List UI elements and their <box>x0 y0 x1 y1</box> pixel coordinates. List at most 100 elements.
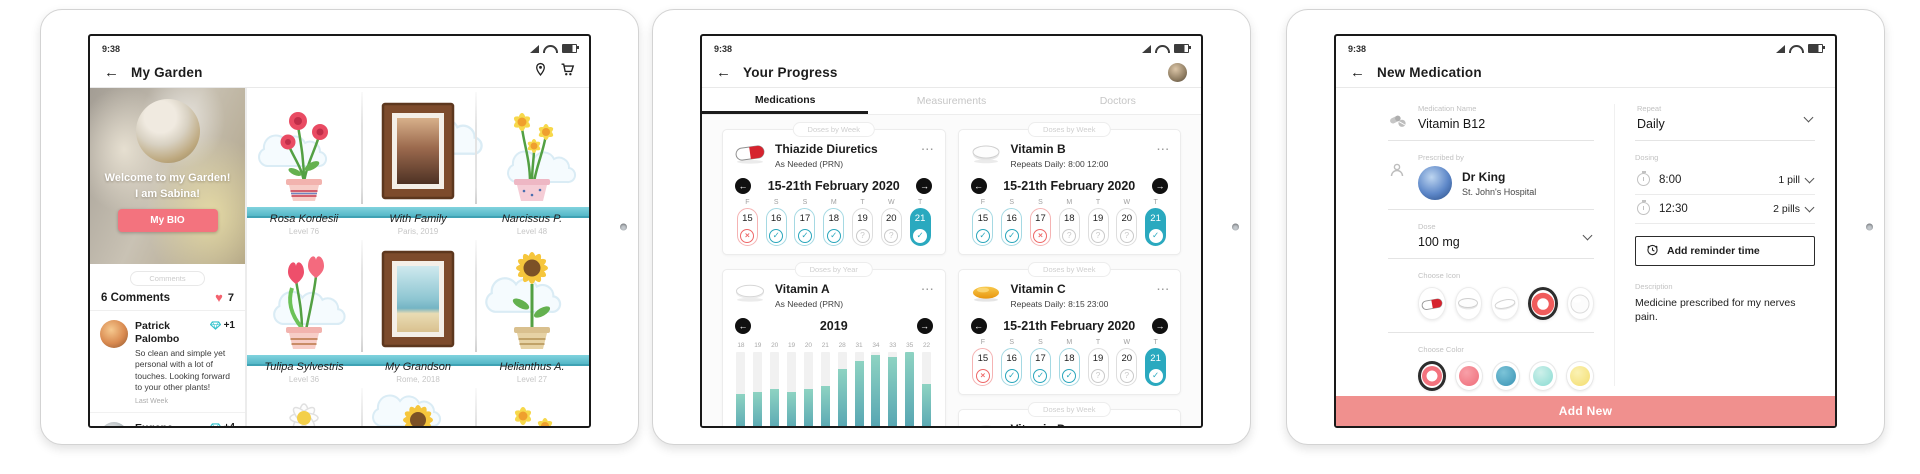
card-period: 2019 <box>819 319 848 333</box>
add-new-button[interactable]: Add New <box>1336 396 1835 426</box>
tab[interactable]: Measurements <box>916 95 987 107</box>
welcome-line-2: I am Sabina! <box>135 188 200 200</box>
round-tablet-option-icon[interactable] <box>1454 287 1482 320</box>
date-capsule[interactable]: 17 <box>791 208 820 246</box>
dose-amount-select[interactable]: 2 pills <box>1773 203 1815 215</box>
dose-time-row[interactable]: 12:30 2 pills <box>1635 195 1815 224</box>
date-capsule[interactable]: 15 <box>969 348 998 386</box>
date-capsule[interactable]: 18 <box>1055 208 1084 246</box>
capsule-option-icon[interactable] <box>1418 287 1446 320</box>
date-capsule[interactable]: 15 <box>969 208 998 246</box>
sunflower-plant-icon[interactable]: Helianthus A. Level 27 <box>475 236 589 384</box>
card-menu-button[interactable]: ... <box>921 142 935 153</box>
card-subtitle: Repeats Daily: 8:15 23:00 <box>1010 299 1109 309</box>
tab[interactable]: Doctors <box>1099 95 1136 107</box>
profile-avatar[interactable] <box>135 99 200 163</box>
medication-cards-area: Doses by Week Thiazide Diuretics As Need… <box>702 115 1201 426</box>
back-button[interactable]: ← <box>1350 63 1365 81</box>
comment-item: Eugene Dobrovolsky +4 Your work is inspi… <box>90 413 245 426</box>
card-menu-button[interactable]: ... <box>921 282 935 293</box>
prev-week-button[interactable]: ← <box>970 318 987 334</box>
date-capsule[interactable]: 20 <box>1112 348 1141 386</box>
prescribed-by-field[interactable]: Prescribed by Dr King St. John's Hospita… <box>1388 153 1594 210</box>
doctor-avatar[interactable] <box>1418 166 1452 200</box>
dose-field[interactable]: Dose 100 mg <box>1388 222 1594 259</box>
date-capsule[interactable]: 19 <box>1084 348 1113 386</box>
next-week-button[interactable]: → <box>916 178 933 194</box>
daisy-plant-icon[interactable] <box>247 384 361 426</box>
card-badge: Doses by Week <box>1028 402 1111 417</box>
date-capsule[interactable]: 17 <box>1026 208 1055 246</box>
next-week-button[interactable]: → <box>1151 178 1168 194</box>
cart-icon[interactable] <box>560 62 575 82</box>
date-capsule[interactable]: 16 <box>997 208 1026 246</box>
date-capsule[interactable]: 16 <box>762 208 791 246</box>
day-label: M <box>830 199 837 206</box>
date-capsule[interactable]: 18 <box>819 208 848 246</box>
card-menu-button[interactable]: ... <box>1157 282 1170 293</box>
color-teal-icon[interactable] <box>1492 361 1521 391</box>
tulip-plant-icon[interactable]: Tulipa Sylvestris Level 36 <box>247 236 361 384</box>
date-capsule[interactable]: 18 <box>1055 348 1084 386</box>
location-pin-icon[interactable] <box>534 62 547 82</box>
user-avatar[interactable] <box>1168 62 1187 82</box>
gem-count: +1 <box>209 320 235 331</box>
color-coral-icon[interactable] <box>1455 361 1484 391</box>
shelf-item-sublabel: Paris, 2019 <box>397 227 439 236</box>
date-capsule[interactable]: 19 <box>1084 208 1113 246</box>
date-capsule[interactable]: 19 <box>848 208 877 246</box>
back-button[interactable]: ← <box>716 63 731 81</box>
profile-panel: Welcome to my Garden! I am Sabina! My BI… <box>90 88 247 426</box>
dose-amount-select[interactable]: 1 pill <box>1778 174 1815 186</box>
sunflower-plant-icon[interactable] <box>361 384 475 426</box>
dose-status-icon <box>797 229 812 243</box>
color-aqua-icon[interactable] <box>1529 361 1558 391</box>
card-menu-button[interactable]: ... <box>1157 142 1170 153</box>
day-label: T <box>860 199 865 206</box>
dose-time-row[interactable]: 8:00 1 pill <box>1635 166 1815 195</box>
garden-shelves-panel: Rosa Kordesii Level 76 <box>247 88 589 426</box>
daffodil-plant-icon[interactable]: Narcissus P. Level 48 <box>475 88 589 236</box>
back-button[interactable]: ← <box>104 63 119 81</box>
tab[interactable]: Medications <box>702 88 869 114</box>
avatar-patrick-icon[interactable] <box>100 320 128 348</box>
date-capsule[interactable]: 15 <box>733 208 762 246</box>
medication-name-field[interactable]: Medication Name Vitamin B12 <box>1388 104 1594 141</box>
dose-status-icon <box>884 229 899 243</box>
date-capsule[interactable]: 21 <box>1141 348 1170 386</box>
prev-week-button[interactable]: ← <box>970 178 987 194</box>
avatar-eugene-icon[interactable] <box>100 422 128 426</box>
my-bio-button[interactable]: My BIO <box>117 209 218 232</box>
card-menu-button[interactable]: ... <box>1157 422 1170 426</box>
likes-counter[interactable]: ♥ 7 <box>215 291 234 304</box>
photo-frame-beach-icon[interactable]: My Grandson Rome, 2018 <box>361 236 475 384</box>
photo-frame-family-icon[interactable]: With Family Paris, 2019 <box>361 88 475 236</box>
date-capsule[interactable]: 17 <box>1026 348 1055 386</box>
signal-icon <box>530 45 539 53</box>
heart-icon: ♥ <box>215 290 223 305</box>
date-capsule[interactable]: 20 <box>1112 208 1141 246</box>
date-capsule[interactable]: 21 <box>906 208 935 246</box>
oval-tablet-option-icon[interactable] <box>1491 287 1519 320</box>
battery-icon <box>1174 44 1191 53</box>
date-capsule[interactable]: 20 <box>877 208 906 246</box>
date-number: 19 <box>857 213 868 224</box>
red-circle-pill-option-icon[interactable] <box>1527 287 1558 320</box>
date-capsule[interactable]: 16 <box>997 348 1026 386</box>
date-capsule[interactable]: 21 <box>1141 208 1170 246</box>
prev-week-button[interactable]: ← <box>735 178 751 194</box>
next-week-button[interactable]: → <box>1151 318 1168 334</box>
color-white-red-ring-icon[interactable] <box>1418 361 1447 391</box>
color-yellow-icon[interactable] <box>1566 361 1594 391</box>
rose-plant-icon[interactable]: Rosa Kordesii Level 76 <box>247 88 361 236</box>
divider <box>474 240 477 352</box>
card-badge: Doses by Year <box>794 262 873 277</box>
white-circle-pill-option-icon[interactable] <box>1566 287 1594 320</box>
next-year-button[interactable]: → <box>916 318 933 334</box>
date-number: 19 <box>1092 353 1104 364</box>
prev-year-button[interactable]: ← <box>735 318 751 334</box>
repeat-field[interactable]: Repeat Daily <box>1635 104 1815 141</box>
daffodil-plant-icon[interactable] <box>475 384 589 426</box>
add-reminder-button[interactable]: Add reminder time <box>1635 236 1815 266</box>
